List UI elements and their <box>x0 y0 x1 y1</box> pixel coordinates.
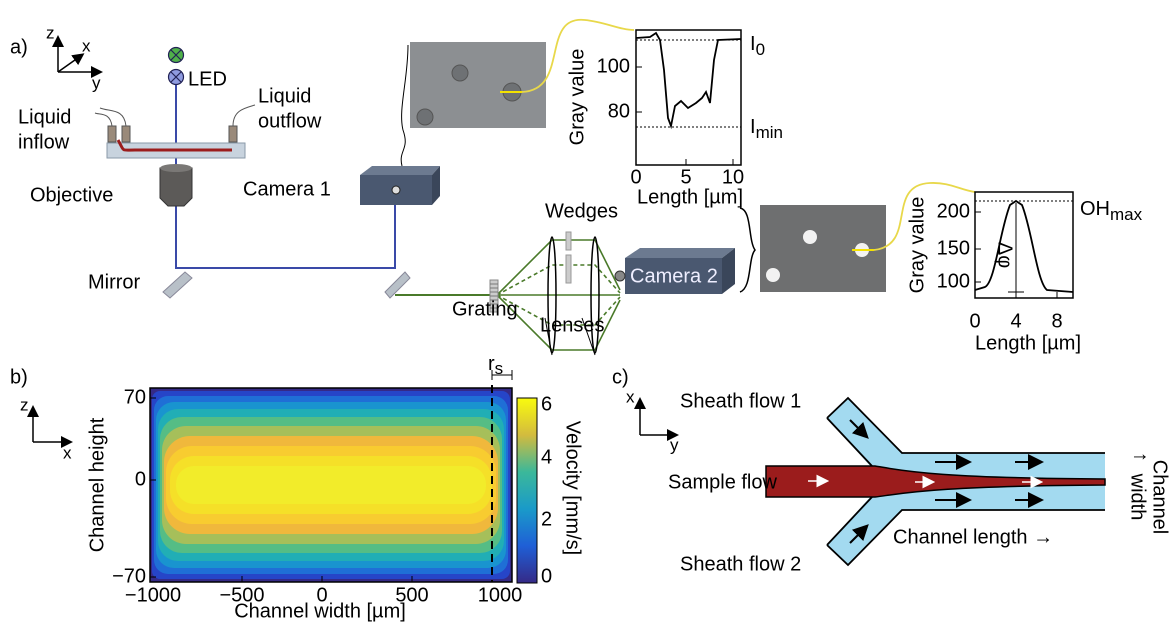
figure: a) z x y LED Liquid inflow Liquid outflo… <box>0 0 1174 623</box>
y-tick-label: 100 <box>597 55 630 77</box>
plot-frame <box>636 30 741 165</box>
wedge <box>566 232 571 250</box>
axis-x: x <box>626 387 635 406</box>
colorbar-tick-label: 0 <box>541 565 552 587</box>
y-axis-label: Gray value <box>906 197 928 294</box>
x-tick-label: 4 <box>1010 310 1021 332</box>
panel-a: a) z x y LED Liquid inflow Liquid outflo… <box>10 20 1143 355</box>
label: Lenses <box>540 314 605 336</box>
annotation: rs <box>488 353 503 378</box>
axes-icon <box>58 38 100 72</box>
label: Sheath flow 2 <box>680 553 801 575</box>
y-tick-label: 0 <box>135 468 146 490</box>
y-tick-label: 80 <box>608 100 630 122</box>
label: Objective <box>30 184 113 206</box>
x-axis-label: Length [µm] <box>637 186 743 208</box>
label: Sheath flow 1 <box>680 390 801 412</box>
annotation: OHmax <box>1080 198 1143 224</box>
label: Liquid <box>258 85 311 107</box>
colorbar-tick-label: 6 <box>541 393 552 415</box>
label: Sample flow <box>668 471 777 493</box>
label: Camera 1 <box>243 178 331 200</box>
axis-x: x <box>82 36 91 55</box>
y-tick-label: 150 <box>937 237 970 259</box>
panel-label: c) <box>612 366 629 388</box>
y-axis-label: Gray value <box>566 49 588 146</box>
x-tick-label: 0 <box>630 166 641 188</box>
label: Wedges <box>545 200 618 222</box>
colorbar-tick-label: 4 <box>541 446 552 468</box>
y-tick-label: 70 <box>124 386 146 408</box>
particle <box>417 109 433 125</box>
axis-x: x <box>63 443 72 462</box>
x-tick-label: 10 <box>722 166 744 188</box>
panel-label: a) <box>10 36 28 58</box>
particle <box>452 65 468 81</box>
particle <box>766 268 780 282</box>
camera-top <box>625 248 735 258</box>
ticks <box>636 67 733 165</box>
camera-lens <box>392 186 400 194</box>
x-tick-label: 5 <box>680 166 691 188</box>
label: Camera 2 <box>630 265 718 287</box>
annotation: Δφ <box>994 242 1016 268</box>
label: outflow <box>258 110 322 132</box>
annotation: I0 <box>750 33 765 59</box>
colorbar-label: Velocity [mm/s] <box>562 421 584 555</box>
label: Mirror <box>88 271 141 293</box>
objective <box>160 168 192 206</box>
x-tick-label: 0 <box>969 310 980 332</box>
profile-curve <box>975 201 1073 292</box>
colorbar <box>517 398 537 583</box>
label: Channel length → <box>893 526 1053 548</box>
camera-lens <box>615 271 625 281</box>
led-label: LED <box>188 68 227 90</box>
x-tick-label: 8 <box>1051 310 1062 332</box>
axis-y: y <box>670 435 679 454</box>
brace <box>740 208 755 292</box>
label: width <box>1127 473 1149 521</box>
label: Liquid <box>18 106 71 128</box>
annotation: Imin <box>750 116 783 142</box>
panel-label: b) <box>10 366 28 388</box>
x-tick-label: −1000 <box>125 584 181 606</box>
panel-b: b) z x rs 70 0 −70 −1000 −500 0 500 1000… <box>10 353 584 622</box>
y-tick-label: 100 <box>937 270 970 292</box>
wedge <box>566 255 571 283</box>
camera-top <box>360 166 440 175</box>
tubes <box>108 126 237 142</box>
x-axis-label: Channel width [µm] <box>234 600 406 622</box>
mirror <box>163 272 192 298</box>
axis-z: z <box>46 23 55 42</box>
velocity-field <box>150 388 512 582</box>
particle <box>803 230 817 244</box>
colorbar-tick-label: 2 <box>541 508 552 530</box>
profile-curve <box>636 33 741 126</box>
cable <box>401 45 408 166</box>
label: Grating <box>452 298 518 320</box>
label: Channel <box>1149 460 1171 535</box>
axes-icon <box>640 400 676 435</box>
axis-z: z <box>20 395 29 414</box>
y-tick-label: 200 <box>937 200 970 222</box>
label: ↑ <box>1130 452 1152 462</box>
axis-y: y <box>92 73 101 92</box>
objective-top <box>160 164 192 172</box>
axes-icon <box>33 408 70 442</box>
y-axis-label: Channel height <box>86 417 108 552</box>
x-axis-label: Length [µm] <box>975 332 1081 354</box>
x-tick-label: 1000 <box>478 584 523 606</box>
panel-c: c) x y Sheath flow 1 Sample flow Sheath … <box>612 366 1171 575</box>
label: inflow <box>18 131 70 153</box>
